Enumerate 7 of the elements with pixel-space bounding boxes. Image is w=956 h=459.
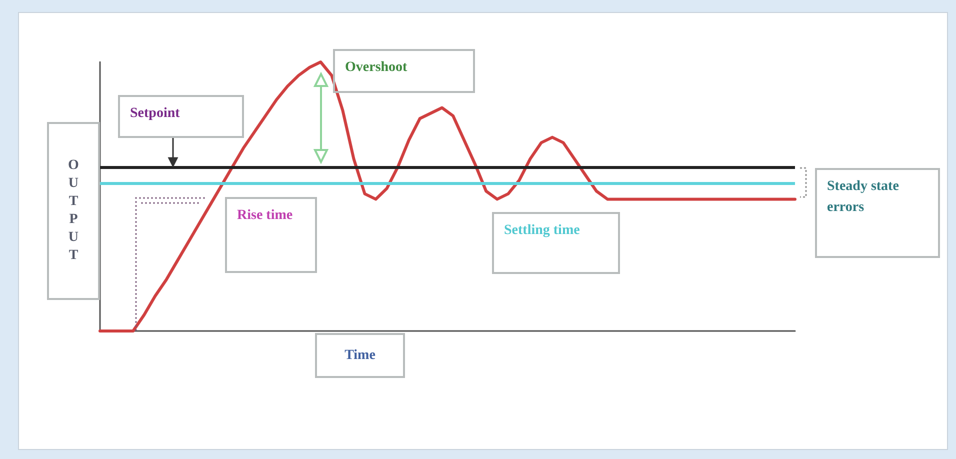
x-axis-title: Time <box>315 333 405 378</box>
text: Steady state errors <box>815 168 940 258</box>
annotation: Rise time <box>225 197 317 273</box>
y-axis-title: OUTPUT <box>68 157 79 265</box>
annotation: Overshoot <box>333 49 475 93</box>
annotation: Setpoint <box>118 95 244 138</box>
annotation: Settling time <box>492 212 620 274</box>
